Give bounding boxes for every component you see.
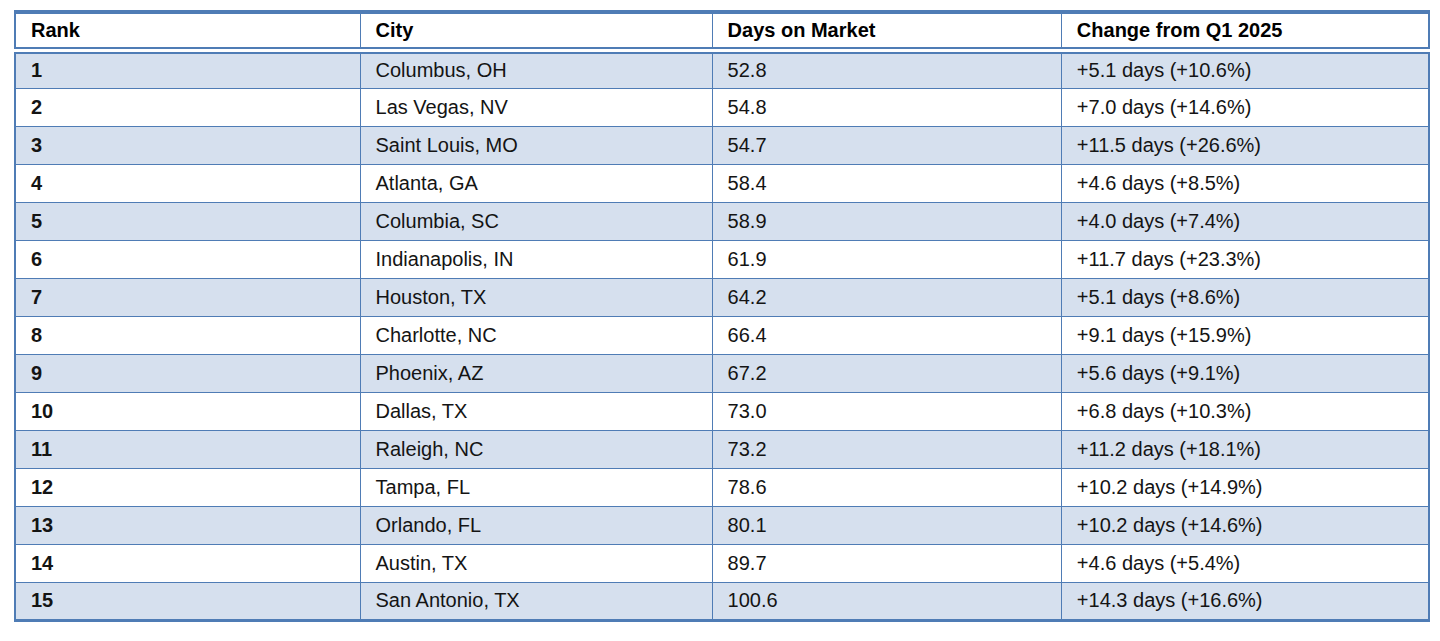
cell-city: Austin, TX — [360, 544, 712, 582]
cell-days-on-market: 52.8 — [712, 50, 1061, 88]
cell-days-on-market: 67.2 — [712, 354, 1061, 392]
cell-rank: 11 — [15, 430, 360, 468]
col-header-change: Change from Q1 2025 — [1061, 12, 1429, 50]
cell-days-on-market: 73.2 — [712, 430, 1061, 468]
table-row: 9Phoenix, AZ67.2+5.6 days (+9.1%) — [15, 354, 1429, 392]
cell-change: +5.1 days (+8.6%) — [1061, 278, 1429, 316]
cell-rank: 12 — [15, 468, 360, 506]
table-row: 6Indianapolis, IN61.9+11.7 days (+23.3%) — [15, 240, 1429, 278]
table-row: 15San Antonio, TX100.6+14.3 days (+16.6%… — [15, 582, 1429, 620]
cell-days-on-market: 73.0 — [712, 392, 1061, 430]
cell-days-on-market: 100.6 — [712, 582, 1061, 620]
cell-city: Orlando, FL — [360, 506, 712, 544]
cell-days-on-market: 66.4 — [712, 316, 1061, 354]
col-header-days: Days on Market — [712, 12, 1061, 50]
cell-rank: 2 — [15, 88, 360, 126]
table-row: 7Houston, TX64.2+5.1 days (+8.6%) — [15, 278, 1429, 316]
cell-days-on-market: 80.1 — [712, 506, 1061, 544]
cell-change: +4.0 days (+7.4%) — [1061, 202, 1429, 240]
cell-rank: 9 — [15, 354, 360, 392]
col-header-rank: Rank — [15, 12, 360, 50]
table-row: 14Austin, TX89.7+4.6 days (+5.4%) — [15, 544, 1429, 582]
cell-days-on-market: 58.4 — [712, 164, 1061, 202]
cell-city: Charlotte, NC — [360, 316, 712, 354]
cell-change: +11.7 days (+23.3%) — [1061, 240, 1429, 278]
cell-rank: 15 — [15, 582, 360, 620]
cell-change: +4.6 days (+8.5%) — [1061, 164, 1429, 202]
cell-change: +7.0 days (+14.6%) — [1061, 88, 1429, 126]
table-row: 10Dallas, TX73.0+6.8 days (+10.3%) — [15, 392, 1429, 430]
cell-city: Saint Louis, MO — [360, 126, 712, 164]
table-row: 13Orlando, FL80.1+10.2 days (+14.6%) — [15, 506, 1429, 544]
header-row: Rank City Days on Market Change from Q1 … — [15, 12, 1429, 50]
cell-rank: 5 — [15, 202, 360, 240]
cell-city: Indianapolis, IN — [360, 240, 712, 278]
table-row: 1Columbus, OH52.8+5.1 days (+10.6%) — [15, 50, 1429, 88]
cell-rank: 3 — [15, 126, 360, 164]
cell-change: +4.6 days (+5.4%) — [1061, 544, 1429, 582]
cell-rank: 6 — [15, 240, 360, 278]
cell-rank: 7 — [15, 278, 360, 316]
cell-city: Phoenix, AZ — [360, 354, 712, 392]
cell-days-on-market: 54.7 — [712, 126, 1061, 164]
table-body: 1Columbus, OH52.8+5.1 days (+10.6%)2Las … — [15, 50, 1429, 620]
cell-rank: 1 — [15, 50, 360, 88]
cell-city: Dallas, TX — [360, 392, 712, 430]
cell-change: +14.3 days (+16.6%) — [1061, 582, 1429, 620]
cell-change: +10.2 days (+14.9%) — [1061, 468, 1429, 506]
cell-city: Houston, TX — [360, 278, 712, 316]
cell-change: +6.8 days (+10.3%) — [1061, 392, 1429, 430]
cell-change: +10.2 days (+14.6%) — [1061, 506, 1429, 544]
table-row: 5Columbia, SC58.9+4.0 days (+7.4%) — [15, 202, 1429, 240]
table-row: 4Atlanta, GA58.4+4.6 days (+8.5%) — [15, 164, 1429, 202]
table-row: 3Saint Louis, MO54.7+11.5 days (+26.6%) — [15, 126, 1429, 164]
cell-change: +11.2 days (+18.1%) — [1061, 430, 1429, 468]
days-on-market-table: Rank City Days on Market Change from Q1 … — [14, 10, 1430, 622]
cell-days-on-market: 61.9 — [712, 240, 1061, 278]
cell-rank: 10 — [15, 392, 360, 430]
cell-rank: 4 — [15, 164, 360, 202]
cell-rank: 8 — [15, 316, 360, 354]
table-row: 12Tampa, FL78.6+10.2 days (+14.9%) — [15, 468, 1429, 506]
cell-change: +9.1 days (+15.9%) — [1061, 316, 1429, 354]
page: Rank City Days on Market Change from Q1 … — [0, 0, 1440, 641]
cell-rank: 14 — [15, 544, 360, 582]
cell-city: Tampa, FL — [360, 468, 712, 506]
cell-change: +5.6 days (+9.1%) — [1061, 354, 1429, 392]
table-row: 8Charlotte, NC66.4+9.1 days (+15.9%) — [15, 316, 1429, 354]
cell-change: +11.5 days (+26.6%) — [1061, 126, 1429, 164]
cell-days-on-market: 58.9 — [712, 202, 1061, 240]
cell-days-on-market: 89.7 — [712, 544, 1061, 582]
cell-change: +5.1 days (+10.6%) — [1061, 50, 1429, 88]
cell-city: Columbus, OH — [360, 50, 712, 88]
table-row: 2Las Vegas, NV54.8+7.0 days (+14.6%) — [15, 88, 1429, 126]
cell-days-on-market: 54.8 — [712, 88, 1061, 126]
cell-days-on-market: 78.6 — [712, 468, 1061, 506]
cell-city: Columbia, SC — [360, 202, 712, 240]
col-header-city: City — [360, 12, 712, 50]
cell-rank: 13 — [15, 506, 360, 544]
cell-city: Las Vegas, NV — [360, 88, 712, 126]
cell-city: Raleigh, NC — [360, 430, 712, 468]
cell-city: San Antonio, TX — [360, 582, 712, 620]
cell-city: Atlanta, GA — [360, 164, 712, 202]
cell-days-on-market: 64.2 — [712, 278, 1061, 316]
table-row: 11Raleigh, NC73.2+11.2 days (+18.1%) — [15, 430, 1429, 468]
